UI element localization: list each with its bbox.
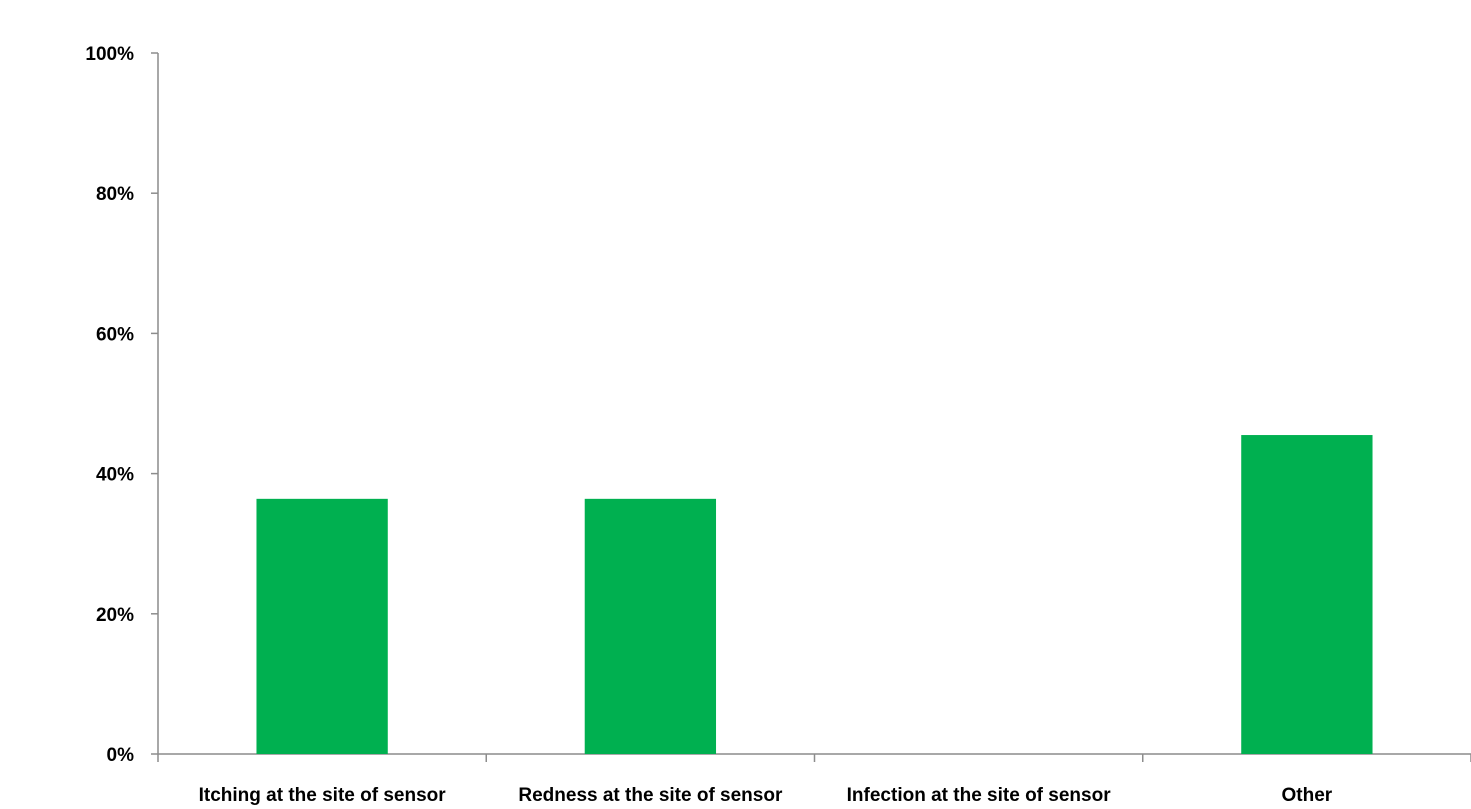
x-category-label: Other [1282,785,1333,806]
bar [256,498,388,754]
x-axis: Itching at the site of sensor Redness at … [157,753,1471,806]
y-tick-label: 0% [107,745,135,766]
bar [584,498,717,754]
y-tick-label: 80% [96,184,134,205]
bars [256,435,1373,754]
x-category-label: Itching at the site of sensor [199,785,447,806]
y-tick-label: 100% [85,44,134,65]
y-axis: 0% 20% 40% 60% 80% 100% [85,44,159,766]
y-tick-label: 60% [96,324,134,345]
x-category-label: Redness at the site of sensor [518,785,783,806]
x-category-label: Infection at the site of sensor [847,785,1112,806]
y-tick-label: 40% [96,465,134,486]
y-tick-label: 20% [96,605,134,626]
bar [1241,435,1373,754]
